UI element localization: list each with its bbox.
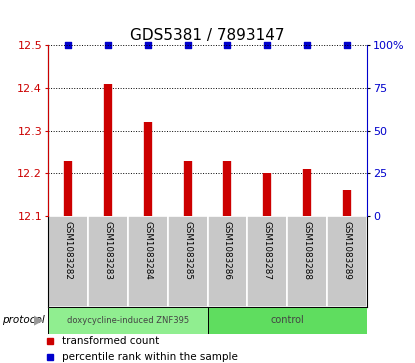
Point [264,42,271,48]
Text: GSM1083285: GSM1083285 [183,220,192,280]
Bar [128,216,168,307]
Bar [287,216,327,307]
Bar [88,216,128,307]
Point [224,42,231,48]
Text: GSM1083289: GSM1083289 [343,220,352,280]
Text: protocol: protocol [2,315,45,325]
Bar [208,307,367,334]
Bar [168,216,208,307]
Point [184,42,191,48]
Bar [208,216,247,307]
Bar [247,216,287,307]
Text: GSM1083284: GSM1083284 [143,220,152,280]
Text: GSM1083286: GSM1083286 [223,220,232,280]
Title: GDS5381 / 7893147: GDS5381 / 7893147 [130,28,285,43]
Point [104,42,111,48]
Point [144,42,151,48]
Bar [48,307,208,334]
Point [344,42,351,48]
Point [304,42,311,48]
Text: GSM1083288: GSM1083288 [303,220,312,280]
Point [64,42,71,48]
Text: doxycycline-induced ZNF395: doxycycline-induced ZNF395 [66,316,189,325]
Text: GSM1083287: GSM1083287 [263,220,272,280]
Text: percentile rank within the sample: percentile rank within the sample [62,352,238,362]
Text: control: control [271,315,304,325]
Text: GSM1083283: GSM1083283 [103,220,112,280]
Text: transformed count: transformed count [62,336,159,346]
Bar [48,216,88,307]
Text: ▶: ▶ [34,314,44,327]
Text: GSM1083282: GSM1083282 [63,220,72,280]
Bar [327,216,367,307]
